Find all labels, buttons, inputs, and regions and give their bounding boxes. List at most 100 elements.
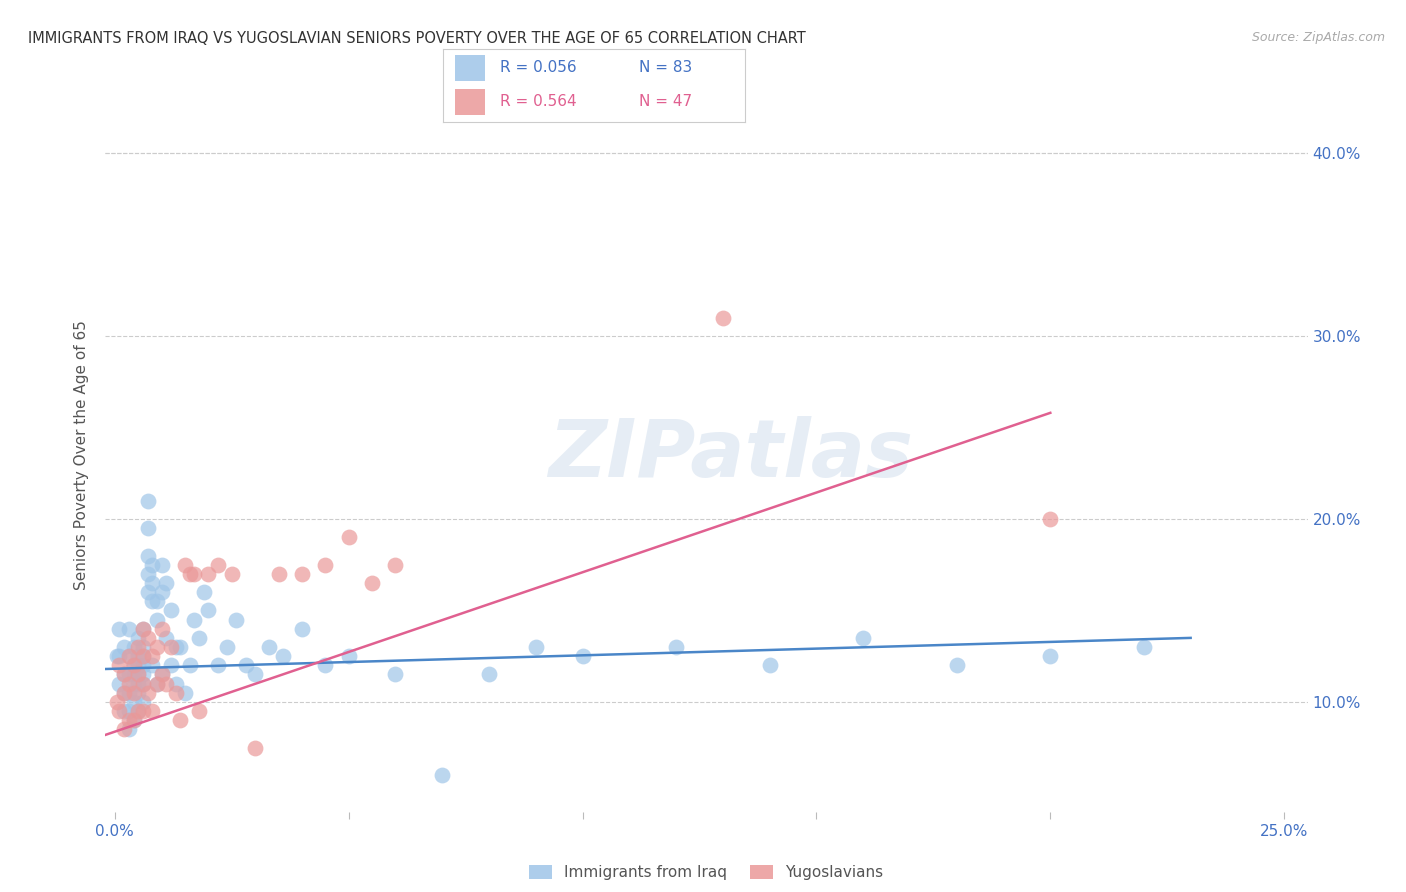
Point xyxy=(160,640,183,654)
Text: Source: ZipAtlas.com: Source: ZipAtlas.com xyxy=(1251,31,1385,45)
Point xyxy=(314,658,336,673)
Point xyxy=(384,558,406,572)
Point xyxy=(127,676,149,690)
Point xyxy=(155,631,177,645)
Point xyxy=(118,649,141,664)
FancyBboxPatch shape xyxy=(456,55,485,80)
Point xyxy=(132,640,155,654)
Point xyxy=(711,310,734,325)
Point xyxy=(384,667,406,681)
Point xyxy=(271,649,294,664)
Point xyxy=(136,521,159,535)
Point xyxy=(188,631,211,645)
Point xyxy=(524,640,547,654)
Point xyxy=(174,686,197,700)
Point xyxy=(136,566,159,581)
Point xyxy=(207,558,229,572)
Point xyxy=(150,622,173,636)
Point xyxy=(122,667,145,681)
Point xyxy=(112,686,135,700)
Point xyxy=(108,704,131,718)
Point xyxy=(225,613,247,627)
Point xyxy=(127,686,149,700)
Point xyxy=(758,658,780,673)
Point xyxy=(108,676,131,690)
Point xyxy=(945,658,967,673)
Point xyxy=(197,566,219,581)
Point xyxy=(141,704,163,718)
Point xyxy=(155,676,177,690)
Point xyxy=(291,622,314,636)
Point xyxy=(132,704,155,718)
Point xyxy=(112,667,135,681)
Point xyxy=(146,640,169,654)
Point xyxy=(193,585,215,599)
Point xyxy=(146,594,169,608)
Point xyxy=(132,649,155,664)
Point xyxy=(665,640,688,654)
Point xyxy=(127,667,149,681)
Point xyxy=(122,713,145,727)
Point xyxy=(1133,640,1156,654)
Point xyxy=(127,631,149,645)
Point xyxy=(127,658,149,673)
Point xyxy=(179,566,201,581)
Point xyxy=(337,530,360,544)
Point xyxy=(108,622,131,636)
Point xyxy=(141,594,163,608)
Point xyxy=(132,622,155,636)
Point xyxy=(183,566,205,581)
Point xyxy=(150,667,173,681)
Point xyxy=(160,603,183,617)
Text: R = 0.564: R = 0.564 xyxy=(501,95,576,109)
Point xyxy=(108,649,131,664)
Point xyxy=(478,667,501,681)
Text: R = 0.056: R = 0.056 xyxy=(501,60,576,75)
Point xyxy=(165,686,187,700)
Point xyxy=(1039,512,1062,526)
Point xyxy=(112,667,135,681)
Point xyxy=(235,658,257,673)
Point xyxy=(291,566,314,581)
Point xyxy=(112,704,135,718)
Legend: Immigrants from Iraq, Yugoslavians: Immigrants from Iraq, Yugoslavians xyxy=(523,858,890,886)
Point xyxy=(112,640,135,654)
Point xyxy=(160,658,183,673)
Point xyxy=(112,723,135,737)
Point xyxy=(243,667,266,681)
Point xyxy=(169,713,191,727)
Point xyxy=(136,493,159,508)
Point xyxy=(122,695,145,709)
Point xyxy=(267,566,290,581)
Point xyxy=(150,585,173,599)
Point xyxy=(155,576,177,591)
Point xyxy=(165,640,187,654)
Point xyxy=(118,686,141,700)
Point xyxy=(207,658,229,673)
Point xyxy=(183,613,205,627)
Point xyxy=(127,667,149,681)
Point xyxy=(179,658,201,673)
Point xyxy=(314,558,336,572)
Point xyxy=(432,768,454,782)
Point xyxy=(122,676,145,690)
Point xyxy=(150,667,173,681)
Point xyxy=(169,640,191,654)
Point xyxy=(132,695,155,709)
Point xyxy=(188,704,211,718)
Point xyxy=(118,622,141,636)
Point xyxy=(174,558,197,572)
Point xyxy=(146,613,169,627)
Point xyxy=(127,704,149,718)
Point xyxy=(118,723,141,737)
Point xyxy=(127,640,149,654)
Point xyxy=(132,667,155,681)
Point xyxy=(136,549,159,563)
Point xyxy=(112,686,135,700)
FancyBboxPatch shape xyxy=(456,89,485,115)
Point xyxy=(257,640,280,654)
Point xyxy=(118,713,141,727)
Point xyxy=(243,740,266,755)
Point xyxy=(132,676,155,690)
Point xyxy=(122,658,145,673)
